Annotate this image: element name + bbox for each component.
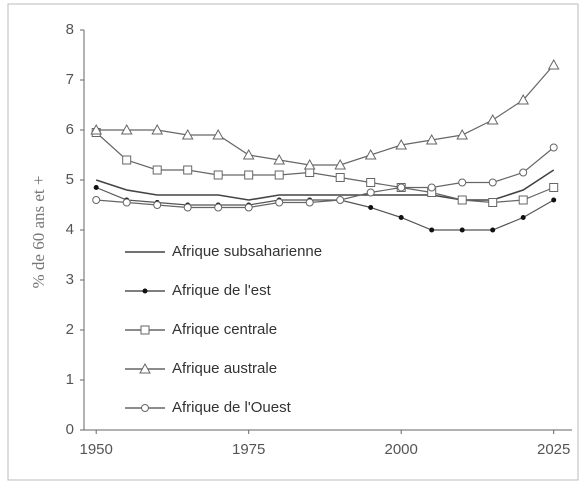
marker bbox=[140, 325, 150, 335]
y-tick-label: 3 bbox=[66, 271, 74, 288]
marker bbox=[122, 155, 132, 165]
legend-label: Afrique de l'Ouest bbox=[172, 399, 292, 416]
marker bbox=[213, 170, 223, 180]
marker bbox=[366, 188, 375, 197]
marker bbox=[122, 198, 131, 207]
y-tick-label: 5 bbox=[66, 171, 74, 188]
marker bbox=[457, 195, 467, 205]
marker bbox=[518, 195, 528, 205]
frame bbox=[7, 3, 579, 481]
y-tick-label: 2 bbox=[66, 321, 74, 338]
marker bbox=[488, 198, 498, 207]
marker bbox=[456, 128, 469, 140]
marker bbox=[488, 178, 497, 187]
legend-label: Afrique subsaharienne bbox=[172, 243, 322, 260]
marker bbox=[336, 196, 345, 204]
series-line bbox=[95, 186, 554, 231]
series-line bbox=[96, 64, 555, 166]
marker bbox=[425, 133, 438, 145]
marker bbox=[214, 203, 223, 212]
marker bbox=[368, 205, 374, 210]
marker bbox=[547, 58, 560, 70]
marker bbox=[152, 165, 162, 175]
marker bbox=[305, 198, 314, 207]
x-tick-label: 2000 bbox=[385, 441, 418, 458]
series-line bbox=[95, 132, 554, 204]
marker bbox=[551, 197, 557, 203]
marker bbox=[459, 227, 465, 233]
y-tick-label: 0 bbox=[66, 421, 74, 438]
marker bbox=[335, 173, 345, 182]
marker bbox=[549, 183, 559, 192]
marker bbox=[212, 128, 225, 140]
y-tick-label: 1 bbox=[66, 371, 74, 388]
legend-label: Afrique australe bbox=[172, 360, 277, 377]
marker bbox=[486, 113, 499, 125]
marker bbox=[366, 178, 376, 187]
y-tick-label: 4 bbox=[66, 221, 74, 238]
marker bbox=[90, 123, 103, 135]
marker bbox=[398, 215, 404, 220]
marker bbox=[183, 165, 193, 175]
marker bbox=[274, 170, 284, 180]
marker bbox=[181, 128, 194, 140]
marker bbox=[517, 93, 530, 105]
marker bbox=[142, 288, 148, 294]
marker bbox=[303, 158, 316, 170]
marker bbox=[427, 183, 436, 192]
marker bbox=[397, 183, 406, 192]
marker bbox=[242, 148, 255, 160]
marker bbox=[151, 123, 164, 135]
marker bbox=[244, 170, 254, 180]
marker bbox=[141, 404, 149, 412]
marker bbox=[520, 215, 526, 220]
legend-label: Afrique centrale bbox=[172, 321, 277, 338]
marker bbox=[139, 362, 151, 374]
marker bbox=[153, 201, 162, 209]
marker bbox=[305, 168, 315, 177]
y-tick-label: 6 bbox=[66, 121, 74, 138]
marker bbox=[273, 153, 286, 165]
marker bbox=[183, 203, 192, 212]
y-tick-label: 8 bbox=[66, 21, 74, 38]
marker bbox=[429, 227, 435, 233]
x-tick-label: 2025 bbox=[537, 441, 570, 458]
marker bbox=[364, 148, 377, 160]
y-axis-label: % de 60 ans et + bbox=[29, 176, 48, 289]
marker bbox=[334, 158, 347, 170]
x-tick-label: 1950 bbox=[80, 441, 113, 458]
marker bbox=[92, 196, 101, 204]
series-line bbox=[95, 169, 555, 201]
marker bbox=[490, 227, 496, 233]
marker bbox=[120, 123, 133, 135]
series-line bbox=[96, 147, 555, 209]
y-tick-label: 7 bbox=[66, 71, 74, 88]
marker bbox=[395, 138, 408, 150]
marker bbox=[519, 168, 528, 177]
marker bbox=[549, 143, 558, 152]
marker bbox=[458, 178, 467, 187]
marker bbox=[275, 198, 284, 207]
x-tick-label: 1975 bbox=[232, 441, 265, 458]
marker bbox=[244, 203, 253, 212]
marker bbox=[93, 185, 99, 190]
legend-label: Afrique de l'est bbox=[172, 282, 272, 299]
